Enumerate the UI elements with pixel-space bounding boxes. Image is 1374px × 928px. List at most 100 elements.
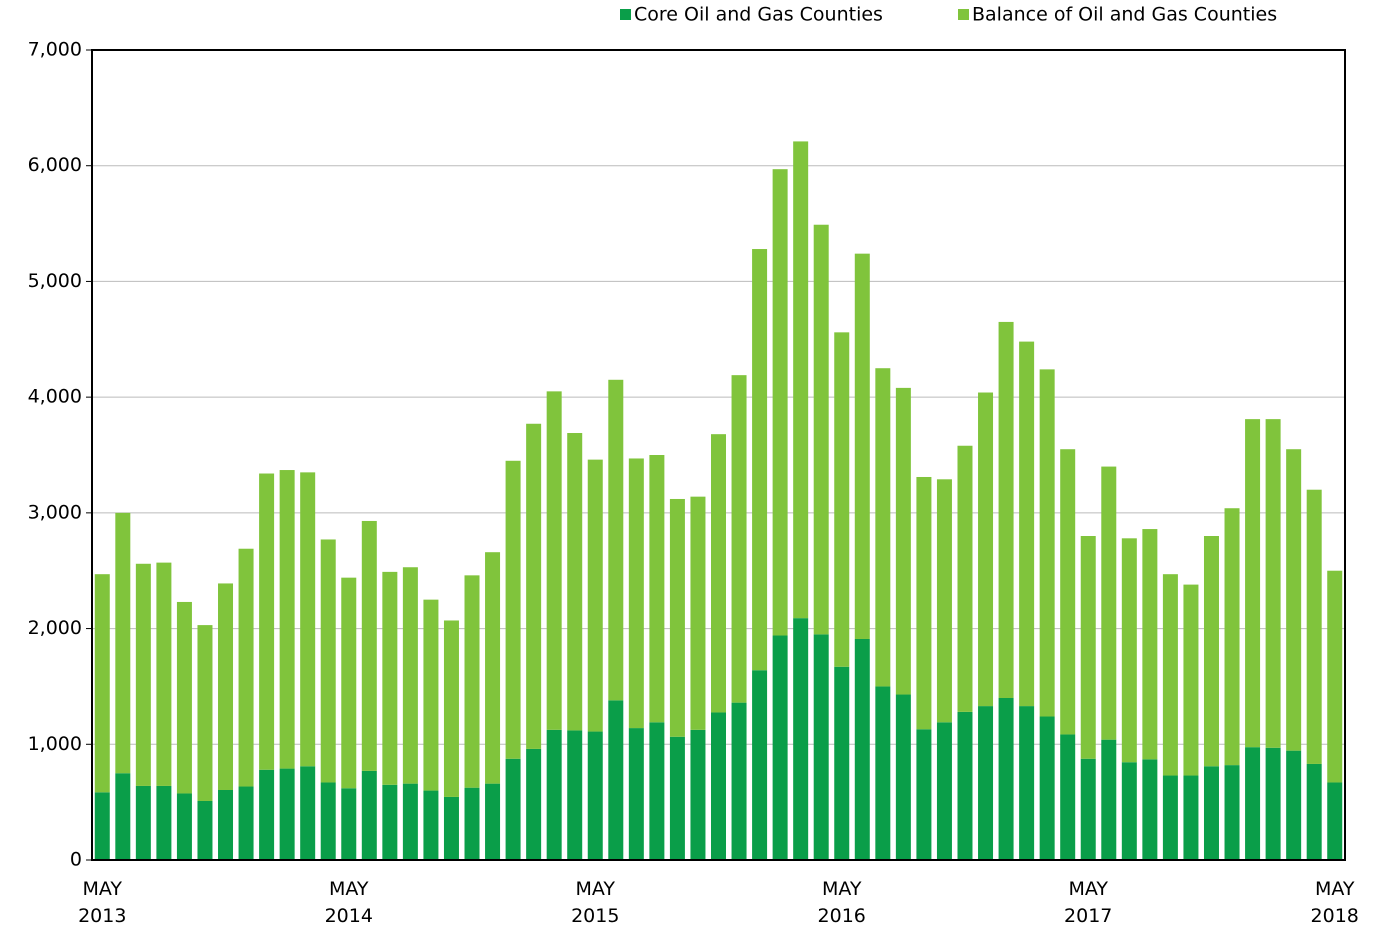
bar-segment <box>1080 758 1096 860</box>
bar-segment <box>1183 584 1199 776</box>
bar-segment <box>567 433 583 731</box>
bar-segment <box>176 601 192 794</box>
bar-segment <box>218 789 234 860</box>
bar-segment <box>94 574 110 793</box>
legend-swatch <box>958 9 969 20</box>
bar-segment <box>649 455 665 723</box>
legend-label: Core Oil and Gas Counties <box>634 4 883 26</box>
bar-segment <box>197 625 213 801</box>
bar-segment <box>1306 489 1322 764</box>
bar-segment <box>813 634 829 860</box>
bar-segment <box>1142 529 1158 760</box>
bar-segment <box>649 722 665 860</box>
bar-segment <box>752 670 768 860</box>
bar-segment <box>587 459 603 732</box>
bar-segment <box>279 768 295 860</box>
bar-segment <box>238 786 254 860</box>
bar-segment <box>936 479 952 723</box>
y-tick-label: 5,000 <box>28 270 82 292</box>
bar-segment <box>772 169 788 636</box>
bar-segment <box>669 498 685 737</box>
y-tick-label: 1,000 <box>28 733 82 755</box>
x-tick-label: MAY 2017 <box>1064 878 1113 927</box>
bar-segment <box>1019 341 1035 707</box>
bar-segment <box>998 321 1014 698</box>
bar-segment <box>772 635 788 860</box>
bar-segment <box>1203 536 1219 767</box>
bar-segment <box>361 770 377 860</box>
bar-segment <box>813 224 829 635</box>
bar-segment <box>505 758 521 860</box>
bar-segment <box>485 552 501 784</box>
bar-segment <box>1060 734 1076 860</box>
bar-segment <box>711 712 726 860</box>
bar-segment <box>608 379 624 701</box>
y-tick-label: 6,000 <box>28 154 82 176</box>
bar-segment <box>587 731 603 860</box>
bar-segment <box>320 539 336 783</box>
bar-segment <box>1327 782 1343 860</box>
bar-segment <box>176 793 192 860</box>
bar-segment <box>834 332 850 667</box>
bar-segment <box>546 391 562 730</box>
bar-segment <box>711 434 726 713</box>
bar-segment <box>690 496 706 730</box>
x-tick-label: MAY 2016 <box>817 878 866 927</box>
x-tick-label: MAY 2018 <box>1310 878 1359 927</box>
bar-segment <box>300 766 316 860</box>
bar-segment <box>526 423 542 749</box>
plot-border <box>91 49 1346 861</box>
bar-segment <box>300 472 316 767</box>
bar-segment <box>793 618 809 860</box>
bar-segment <box>1080 536 1096 759</box>
bar-segment <box>1224 508 1240 766</box>
bar-segment <box>1162 775 1178 860</box>
bar-segment <box>854 253 870 639</box>
bar-segment <box>1101 466 1117 740</box>
bar-segment <box>1162 574 1178 776</box>
bar-segment <box>752 249 768 671</box>
bar-segment <box>443 796 459 860</box>
bar-segment <box>1039 369 1055 717</box>
bar-segment <box>1142 759 1158 860</box>
y-tick-label: 2,000 <box>28 617 82 639</box>
bar-segment <box>423 599 439 791</box>
bar-segment <box>608 700 624 860</box>
bar-segment <box>443 620 459 797</box>
bar-segment <box>875 686 891 860</box>
bar-segment <box>1265 419 1281 748</box>
bar-segment <box>1286 750 1302 860</box>
bar-segment <box>916 476 932 730</box>
bar-segment <box>1224 765 1240 860</box>
bar-segment <box>464 575 480 788</box>
bar-segment <box>341 577 357 789</box>
bar-segment <box>875 368 891 687</box>
bar-segment <box>628 728 644 860</box>
bar-segment <box>1265 747 1281 860</box>
y-tick-label: 4,000 <box>28 386 82 408</box>
bar-segment <box>259 473 275 770</box>
bar-segment <box>279 470 295 769</box>
bar-segment <box>669 736 685 860</box>
bar-segment <box>1306 763 1322 860</box>
bar-segment <box>115 512 131 774</box>
bar-segment <box>731 375 747 703</box>
bar-segment <box>978 392 994 707</box>
bar-segment <box>485 783 501 860</box>
bar-segment <box>957 711 973 860</box>
bar-segment <box>731 702 747 860</box>
bar-segment <box>1286 449 1302 751</box>
bar-segment <box>341 788 357 860</box>
y-tick-label: 0 <box>70 849 82 871</box>
bar-segment <box>1245 419 1261 748</box>
bar-segment <box>156 785 172 860</box>
bar-segment <box>978 706 994 860</box>
bar-segment <box>1327 570 1343 783</box>
bar-segment <box>259 769 275 860</box>
bar-segment <box>361 520 377 771</box>
bar-segment <box>402 783 418 860</box>
bar-segment <box>218 583 234 790</box>
bar-segment <box>854 638 870 860</box>
bar-segment <box>402 567 418 784</box>
